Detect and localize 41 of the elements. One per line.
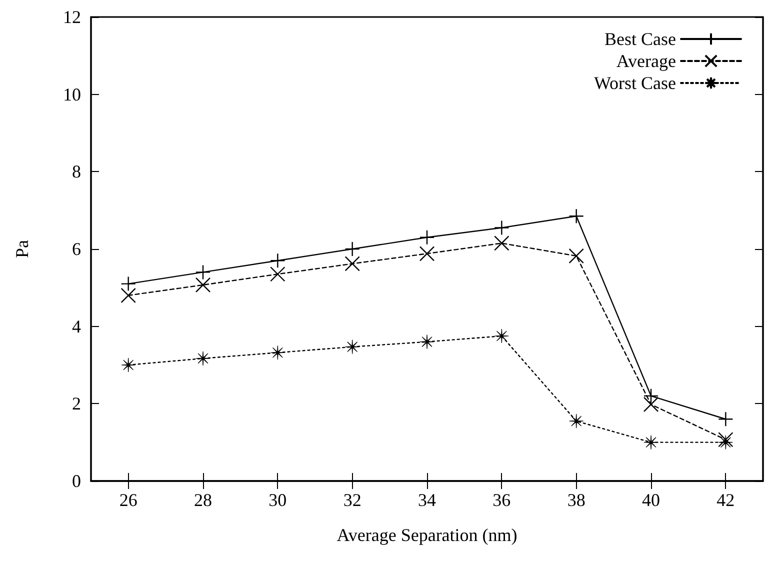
x-tick-label: 28	[194, 490, 212, 510]
x-axis-title: Average Separation (nm)	[336, 525, 518, 545]
y-axis-title: Pa	[12, 240, 32, 258]
point	[270, 345, 285, 360]
point	[569, 414, 584, 428]
point	[718, 435, 733, 450]
y-tick-label: 10	[63, 84, 81, 104]
legend-label: Worst Case	[594, 73, 676, 93]
x-tick-label: 32	[343, 490, 362, 510]
point	[644, 435, 658, 450]
x-tick-label: 26	[119, 490, 138, 510]
y-tick-label: 0	[72, 471, 81, 491]
point	[195, 277, 211, 293]
x-tick-label: 30	[268, 490, 287, 510]
point	[419, 230, 435, 245]
point	[419, 246, 435, 262]
point	[718, 432, 734, 448]
point	[270, 266, 286, 282]
point	[494, 236, 510, 251]
point	[120, 288, 136, 303]
point	[121, 358, 136, 372]
point	[195, 264, 211, 280]
y-tick-label: 12	[63, 7, 81, 27]
point	[568, 248, 584, 264]
point	[420, 334, 434, 350]
point	[345, 340, 360, 354]
x-tick-label: 34	[418, 490, 436, 510]
y-tick-label: 6	[72, 239, 81, 259]
y-tick-label: 2	[72, 394, 81, 414]
legend-label: Average	[616, 51, 676, 71]
y-tick-label: 4	[72, 316, 81, 336]
point	[344, 256, 360, 272]
x-tick-label: 36	[492, 490, 511, 510]
point	[196, 351, 210, 366]
x-tick-label: 38	[567, 490, 586, 510]
x-tick-label: 40	[642, 490, 660, 510]
point	[494, 328, 509, 344]
point	[718, 412, 734, 427]
y-tick-label: 8	[72, 162, 81, 182]
x-tick-label: 42	[716, 490, 735, 510]
legend-label: Best Case	[604, 29, 676, 49]
